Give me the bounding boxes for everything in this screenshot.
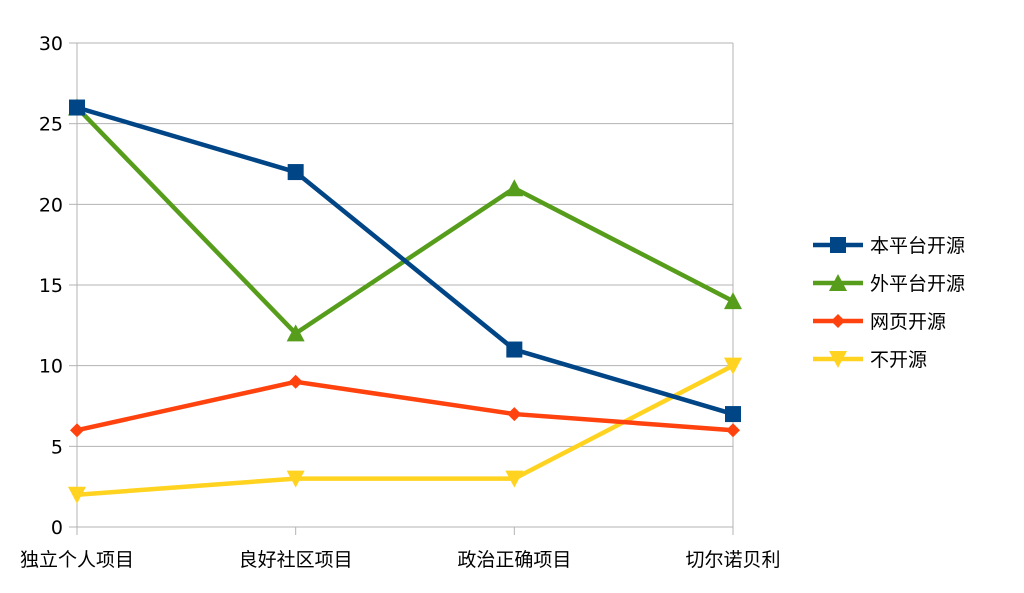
- x-category-label: 独立个人项目: [20, 549, 134, 571]
- data-point-marker: [286, 470, 305, 488]
- data-point-marker: [506, 341, 523, 358]
- gridlines: [77, 42, 733, 528]
- x-category-label: 切尔诺贝利: [685, 549, 780, 571]
- legend-swatch-marker: [829, 351, 847, 368]
- data-point-marker: [725, 406, 741, 423]
- data-point-marker: [724, 292, 742, 310]
- y-tick-label: 0: [51, 517, 63, 539]
- data-point-marker: [68, 486, 86, 504]
- data-point-marker: [70, 423, 84, 438]
- series-line: [74, 105, 736, 336]
- x-category-label: 政治正确项目: [457, 549, 571, 571]
- data-point-marker: [287, 164, 304, 181]
- y-tick-label: 10: [39, 356, 63, 378]
- legend-swatch-marker: [831, 314, 845, 328]
- x-category-label: 良好社区项目: [239, 549, 353, 571]
- legend-item-3: 网页开源: [813, 311, 946, 333]
- legend-item-1: 本平台开源: [813, 235, 965, 257]
- y-tick-label: 15: [39, 275, 63, 297]
- legend-item-2: 外平台开源: [813, 273, 965, 295]
- series-4: [68, 357, 742, 504]
- series-3: [70, 374, 740, 438]
- y-tick-label: 20: [39, 194, 63, 216]
- legend-swatch-marker: [829, 274, 847, 291]
- series-line: [74, 379, 736, 433]
- y-tick-label: 30: [39, 33, 63, 55]
- legend-label: 本平台开源: [870, 235, 965, 257]
- series-lines: [68, 98, 742, 504]
- legend-label: 外平台开源: [870, 273, 965, 295]
- series-line: [74, 105, 736, 417]
- legend-label: 不开源: [870, 349, 927, 371]
- y-tick-label: 5: [51, 436, 63, 458]
- data-point-marker: [724, 357, 742, 375]
- y-axis-ticks: 0 5 10 15 20 25 30: [39, 33, 63, 539]
- y-tick-label: 25: [39, 114, 63, 136]
- data-point-marker: [507, 407, 522, 422]
- data-point-marker: [726, 423, 740, 438]
- data-point-marker: [505, 470, 524, 488]
- data-point-marker: [69, 99, 85, 116]
- series-1: [69, 99, 741, 423]
- data-point-marker: [288, 374, 303, 389]
- data-point-marker: [505, 179, 524, 197]
- data-point-marker: [286, 324, 305, 342]
- legend-label: 网页开源: [870, 311, 946, 333]
- legend-item-4: 不开源: [813, 349, 927, 371]
- legend-swatch-marker: [830, 237, 846, 253]
- x-axis-ticks: 独立个人项目 良好社区项目 政治正确项目 切尔诺贝利: [20, 549, 781, 571]
- axes: [69, 42, 734, 535]
